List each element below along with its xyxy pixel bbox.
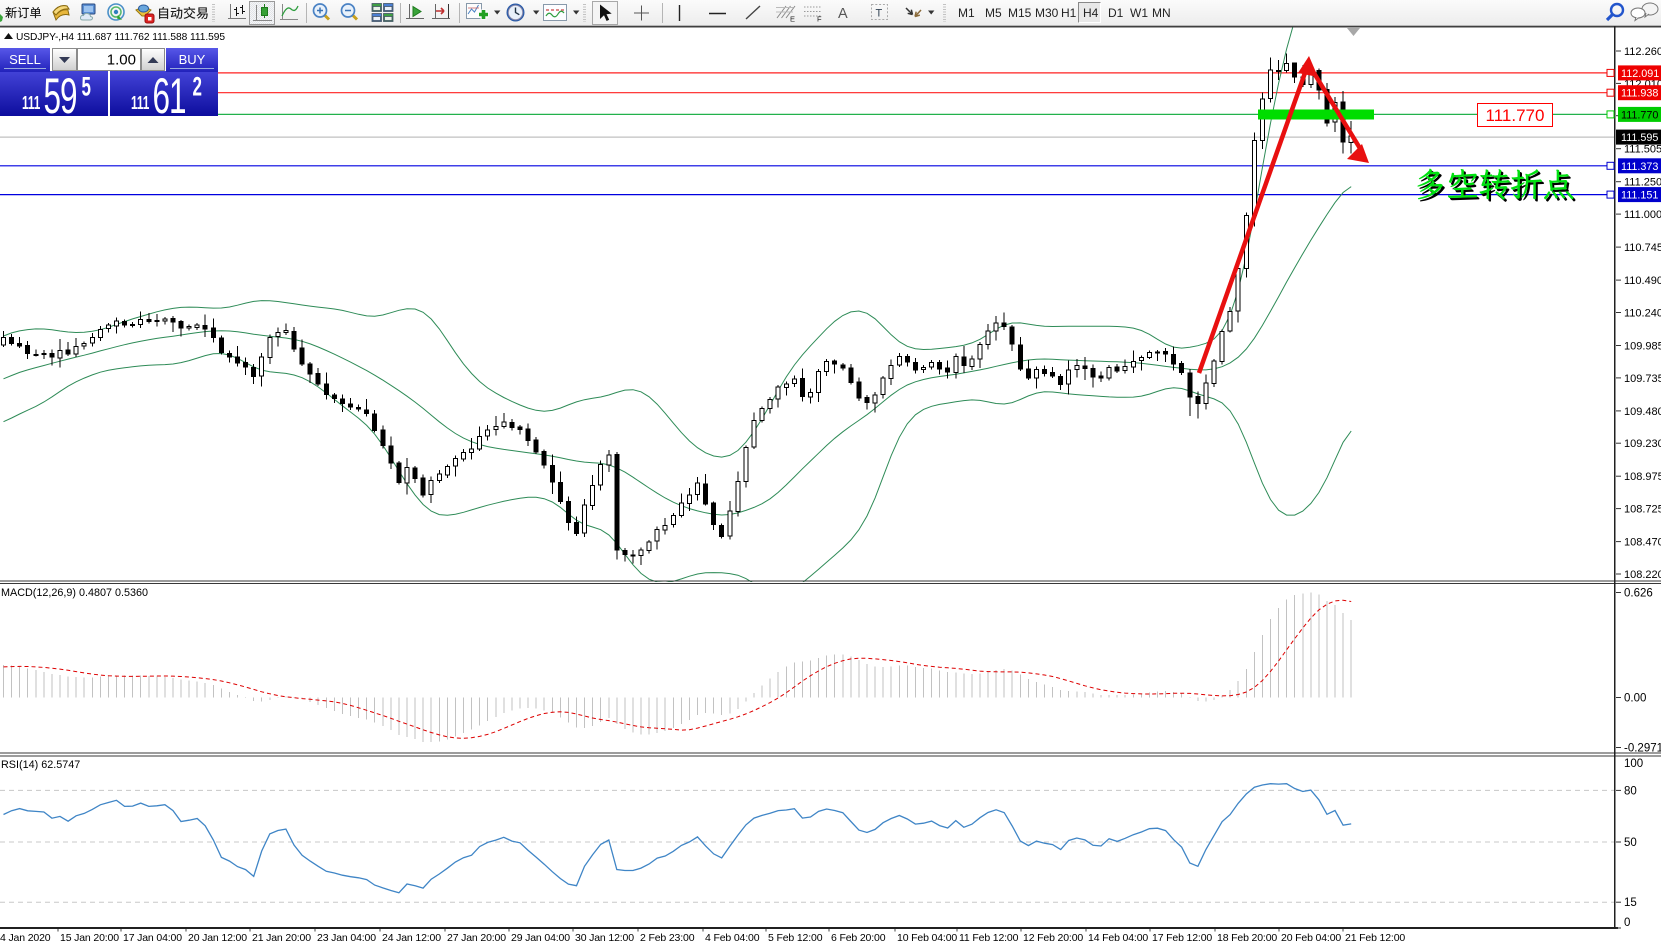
svg-text:2: 2	[193, 70, 202, 101]
svg-text:5 Feb 12:00: 5 Feb 12:00	[768, 932, 823, 944]
svg-text:15 Jan 20:00: 15 Jan 20:00	[60, 932, 119, 944]
svg-text:21 Feb 12:00: 21 Feb 12:00	[1345, 932, 1405, 944]
svg-text:T: T	[876, 8, 883, 20]
svg-text:111.151: 111.151	[1621, 190, 1658, 202]
svg-text:20 Feb 04:00: 20 Feb 04:00	[1281, 932, 1341, 944]
svg-text:111.770: 111.770	[1486, 106, 1545, 125]
svg-text:A: A	[838, 6, 848, 22]
svg-text:111: 111	[131, 93, 150, 113]
svg-text:10 Feb 04:00: 10 Feb 04:00	[897, 932, 957, 944]
svg-text:111.938: 111.938	[1621, 88, 1658, 100]
svg-text:111.595: 111.595	[1621, 132, 1658, 144]
svg-text:108.220: 108.220	[1624, 569, 1661, 581]
svg-text:110.745: 110.745	[1624, 242, 1661, 254]
svg-text:USDJPY-,H4 111.687 111.762 11: USDJPY-,H4 111.687 111.762 111.588 111.5…	[16, 32, 225, 43]
svg-text:F: F	[817, 15, 822, 24]
svg-text:112.260: 112.260	[1624, 46, 1661, 58]
svg-text:110.490: 110.490	[1624, 275, 1661, 287]
svg-text:112.091: 112.091	[1621, 68, 1659, 80]
svg-text:12 Feb 20:00: 12 Feb 20:00	[1023, 932, 1083, 944]
svg-text:80: 80	[1624, 785, 1637, 797]
svg-text:108.725: 108.725	[1624, 504, 1661, 516]
svg-text:111.770: 111.770	[1621, 109, 1658, 121]
svg-text:111.000: 111.000	[1624, 209, 1661, 221]
svg-text:4 Feb 04:00: 4 Feb 04:00	[705, 932, 760, 944]
svg-text:4 Jan 2020: 4 Jan 2020	[0, 932, 51, 944]
svg-text:2 Feb 23:00: 2 Feb 23:00	[640, 932, 695, 944]
svg-text:27 Jan 20:00: 27 Jan 20:00	[447, 932, 506, 944]
svg-text:59: 59	[44, 68, 77, 116]
svg-text:11 Feb 12:00: 11 Feb 12:00	[959, 932, 1019, 944]
svg-text:61: 61	[153, 68, 186, 116]
svg-text:14 Feb 04:00: 14 Feb 04:00	[1088, 932, 1148, 944]
svg-text:100: 100	[1624, 758, 1643, 770]
svg-text:SELL: SELL	[9, 52, 41, 67]
svg-text:18 Feb 20:00: 18 Feb 20:00	[1217, 932, 1277, 944]
svg-text:1.00: 1.00	[107, 52, 136, 69]
svg-text:108.975: 108.975	[1624, 471, 1661, 483]
svg-text:24 Jan 12:00: 24 Jan 12:00	[382, 932, 441, 944]
svg-text:17 Jan 04:00: 17 Jan 04:00	[123, 932, 182, 944]
svg-text:109.735: 109.735	[1624, 373, 1661, 385]
svg-text:RSI(14) 62.5747: RSI(14) 62.5747	[1, 759, 80, 771]
svg-text:0.00: 0.00	[1624, 693, 1646, 705]
svg-text:-0.2971: -0.2971	[1624, 743, 1661, 755]
svg-text:109.230: 109.230	[1624, 438, 1661, 450]
svg-text:109.985: 109.985	[1624, 341, 1661, 353]
svg-text:5: 5	[82, 70, 91, 101]
svg-text:20 Jan 12:00: 20 Jan 12:00	[188, 932, 247, 944]
svg-text:15: 15	[1624, 897, 1637, 909]
svg-text:111.250: 111.250	[1624, 177, 1661, 189]
svg-text:BUY: BUY	[179, 52, 206, 67]
svg-text:17 Feb 12:00: 17 Feb 12:00	[1152, 932, 1212, 944]
svg-text:30 Jan 12:00: 30 Jan 12:00	[575, 932, 634, 944]
svg-text:50: 50	[1624, 837, 1637, 849]
svg-text:0: 0	[1624, 917, 1630, 929]
svg-text:23 Jan 04:00: 23 Jan 04:00	[317, 932, 376, 944]
svg-text:MACD(12,26,9) 0.4807 0.5360: MACD(12,26,9) 0.4807 0.5360	[1, 587, 148, 599]
svg-text:111: 111	[22, 93, 41, 113]
svg-text:111.505: 111.505	[1624, 144, 1661, 156]
svg-text:111.373: 111.373	[1621, 161, 1658, 173]
svg-text:0.626: 0.626	[1624, 588, 1653, 600]
svg-text:110.240: 110.240	[1624, 308, 1661, 320]
svg-text:6 Feb 20:00: 6 Feb 20:00	[831, 932, 886, 944]
svg-text:29 Jan 04:00: 29 Jan 04:00	[511, 932, 570, 944]
svg-text:109.480: 109.480	[1624, 406, 1661, 418]
svg-text:E: E	[790, 15, 795, 24]
svg-text:21 Jan 20:00: 21 Jan 20:00	[252, 932, 311, 944]
svg-text:108.470: 108.470	[1624, 537, 1661, 549]
